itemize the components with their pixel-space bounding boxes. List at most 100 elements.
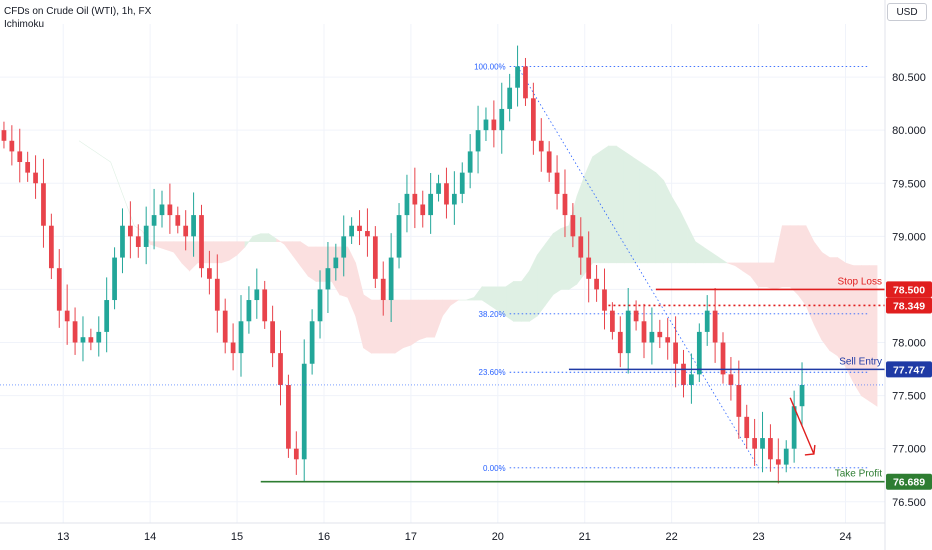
candle-body (191, 215, 196, 237)
cloud-segment (829, 257, 838, 357)
level-price-tag-text: 77.747 (893, 364, 925, 376)
candle-body (254, 289, 260, 301)
candle-body (143, 225, 149, 247)
candle-body (712, 310, 718, 343)
price-tick-label: 80.000 (892, 125, 926, 137)
cloud-segment (537, 243, 546, 317)
candle-body (491, 119, 497, 131)
candle-body (775, 459, 781, 465)
candle-body (459, 172, 465, 194)
candle-body (238, 321, 244, 354)
candle-body (128, 225, 133, 237)
time-tick-label: 17 (405, 531, 417, 543)
level-price-tag (886, 281, 932, 298)
candle-body (602, 289, 607, 311)
time-tick-label: 15 (231, 531, 243, 543)
cloud-segment (371, 299, 380, 354)
level-price-tag (886, 361, 932, 378)
fibonacci-retracement[interactable]: 100.00% 38.20% 23.60% 0.00% (474, 62, 870, 473)
cloud-segment (647, 166, 657, 264)
price-tick-label: 77.500 (892, 391, 926, 403)
candle-body (696, 331, 702, 375)
chart-header: CFDs on Crude Oil (WTI), 1h, FX Ichimoku (4, 5, 151, 31)
price-tick-label: 79.000 (892, 231, 926, 243)
level-price-tag-text: 76.689 (893, 477, 925, 489)
candle-body (357, 225, 362, 232)
time-tick-label: 13 (57, 531, 69, 543)
candle-body (64, 310, 70, 322)
time-tick-label: 23 (752, 531, 764, 543)
candle-body (420, 204, 426, 216)
time-axis[interactable]: 13 14 15 16 17 20 21 22 23 24 (0, 522, 885, 543)
candle-body (586, 257, 592, 279)
candle-body (333, 257, 339, 269)
cloud-segment (505, 280, 514, 322)
candle-body (396, 215, 402, 258)
projection-arrow-head (804, 444, 816, 456)
candle-body (467, 151, 473, 173)
level-price-tag-text: 78.500 (893, 284, 925, 296)
level-price-tag (886, 297, 932, 314)
price-tick-label: 76.500 (892, 497, 926, 509)
cloud-segment (758, 262, 767, 288)
candle-body (736, 384, 742, 417)
candle-body (325, 268, 331, 290)
cloud-segment (410, 299, 420, 346)
cloud-segment (418, 299, 427, 341)
candle-body (483, 119, 489, 131)
candle-body (183, 225, 189, 237)
cloud-segment (781, 225, 791, 288)
cloud-segment (766, 262, 775, 290)
candle-body (175, 215, 181, 226)
cloud-segment (600, 145, 609, 264)
cloud-segment (789, 225, 799, 296)
candle-body (33, 172, 38, 184)
candle-body (246, 300, 252, 322)
cloud-segment (813, 240, 823, 340)
currency-button[interactable]: USD (887, 3, 927, 21)
candle-body (799, 384, 805, 407)
candle-body (1, 130, 7, 141)
cloud-segment (394, 299, 404, 354)
candle-body (309, 321, 315, 364)
candle-body (159, 204, 165, 216)
candle-body (554, 172, 560, 194)
candle-body (88, 337, 94, 343)
candle-body (48, 225, 54, 269)
candlestick-series (1, 45, 805, 484)
candle-body (404, 193, 410, 216)
candle-body (657, 331, 663, 338)
time-tick-label: 16 (318, 531, 330, 543)
candle-body (720, 342, 726, 375)
candle-body (135, 236, 141, 247)
fib-level-label: 38.20% (479, 310, 506, 319)
trade-levels[interactable]: Stop Loss Sell Entry Take Profit (0, 276, 885, 483)
candle-body (633, 310, 639, 322)
price-tick-label: 80.500 (892, 72, 926, 84)
candle-body (380, 278, 386, 301)
candle-body (515, 66, 520, 88)
cloud-segment (220, 241, 230, 264)
candle-body (349, 225, 354, 237)
price-tick-label: 79.500 (892, 178, 926, 190)
cloud-segment (837, 257, 846, 368)
level-label: Take Profit (835, 469, 882, 480)
time-tick-label: 21 (579, 531, 591, 543)
candle-body (436, 183, 441, 194)
candle-body (80, 337, 86, 343)
candle-body (791, 406, 797, 449)
projection-arrow[interactable] (789, 397, 815, 455)
candle-body (499, 108, 505, 131)
cloud-segment (868, 265, 878, 407)
level-price-tag-text: 78.349 (893, 300, 925, 312)
cloud-segment (821, 251, 830, 352)
cloud-segment (363, 294, 372, 354)
candle-body (365, 231, 370, 237)
candle-body (278, 353, 283, 385)
candle-body (301, 363, 307, 460)
candle-body (562, 193, 568, 216)
candle-body (104, 300, 110, 332)
price-axis[interactable]: 78.500 78.349 77.747 76.689 80.500 80.000 79.5… (884, 0, 932, 550)
candle-body (112, 257, 117, 301)
